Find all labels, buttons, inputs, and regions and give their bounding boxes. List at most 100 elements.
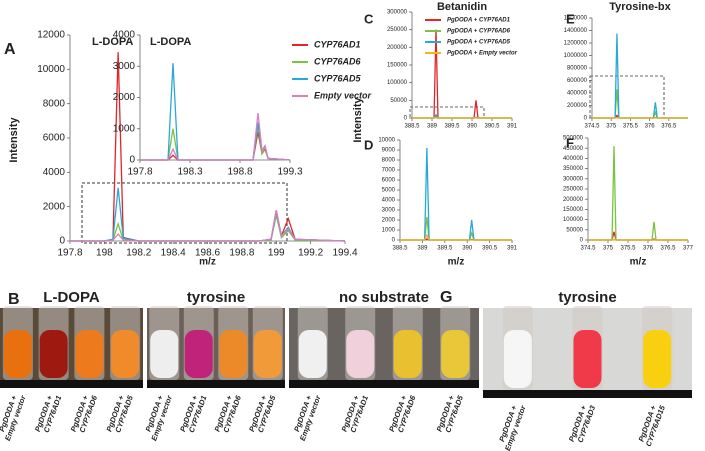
annotation: L-DOPA xyxy=(150,36,191,48)
x-tick-label: 198 xyxy=(96,248,113,259)
y-tick-label: 6000 xyxy=(43,133,66,144)
series-line xyxy=(400,233,512,241)
panel-label: E xyxy=(566,11,575,26)
series-line xyxy=(140,63,291,161)
legend-label: CYP76AD1 xyxy=(314,39,361,49)
series-line xyxy=(592,89,688,119)
tube-liquid xyxy=(393,330,422,378)
legend-label: PgDODA + CYP76AD5 xyxy=(447,40,511,46)
y-tick-label: 6000 xyxy=(382,178,396,184)
y-tick-label: 0 xyxy=(59,236,65,247)
y-tick-label: 2000 xyxy=(113,92,136,103)
y-tick-label: 4000 xyxy=(43,167,66,178)
annotation: L-DOPA xyxy=(92,36,133,48)
legend-label: PgDODA + Empty vector xyxy=(447,51,518,57)
y-tick-label: 10000 xyxy=(37,64,65,75)
y-tick-label: 8000 xyxy=(382,158,396,164)
y-tick-label: 12000 xyxy=(37,30,65,41)
bench xyxy=(289,380,479,388)
tube-liquid xyxy=(184,330,213,378)
tube-liquid xyxy=(150,330,179,378)
y-axis-label: Intensity xyxy=(8,117,20,163)
y-tick-label: 2000 xyxy=(43,201,66,212)
x-tick-label: 375 xyxy=(606,124,617,130)
y-tick-label: 0 xyxy=(584,116,588,122)
x-tick-label: 390.5 xyxy=(484,124,500,130)
panel-label: D xyxy=(364,137,373,152)
y-tick-label: 1000000 xyxy=(564,53,588,59)
series-line xyxy=(140,113,291,161)
y-tick-label: 3000 xyxy=(382,208,396,214)
tube-liquid xyxy=(253,330,282,378)
chart-title: Betanidin xyxy=(437,1,487,13)
x-axis-label: m/z xyxy=(630,257,647,268)
y-tick-label: 600000 xyxy=(567,78,588,84)
x-tick-label: 376.5 xyxy=(661,124,677,130)
x-tick-label: 199.3 xyxy=(277,167,302,178)
x-tick-label: 390.5 xyxy=(482,246,498,252)
x-tick-label: 376 xyxy=(645,124,656,130)
x-tick-label: 197.8 xyxy=(57,248,82,259)
x-tick-label: 374.5 xyxy=(580,246,596,252)
y-tick-label: 0 xyxy=(580,238,584,244)
x-tick-label: 199 xyxy=(268,248,285,259)
legend-label: CYP76AD5 xyxy=(314,73,362,83)
x-tick-label: 389 xyxy=(427,124,438,130)
y-tick-label: 300000 xyxy=(563,176,584,182)
tube-liquid xyxy=(39,330,68,378)
zoom-box xyxy=(409,106,485,119)
x-tick-label: 390 xyxy=(462,246,473,252)
y-tick-label: 8000 xyxy=(43,98,66,109)
y-tick-label: 250000 xyxy=(563,187,584,193)
x-tick-label: 388.5 xyxy=(404,124,420,130)
y-tick-label: 7000 xyxy=(382,168,396,174)
y-tick-label: 100000 xyxy=(387,80,408,86)
y-tick-label: 1400000 xyxy=(564,28,588,34)
tube-liquid xyxy=(3,330,32,378)
y-tick-label: 0 xyxy=(129,155,135,166)
x-tick-label: 375 xyxy=(603,246,614,252)
x-tick-label: 374.5 xyxy=(584,124,600,130)
x-tick-label: 198.3 xyxy=(177,167,202,178)
tube-liquid xyxy=(219,330,248,378)
x-tick-label: 376 xyxy=(643,246,654,252)
x-tick-label: 389 xyxy=(417,246,428,252)
panel-label: G xyxy=(440,289,452,306)
x-tick-label: 391 xyxy=(507,124,518,130)
y-tick-label: 250000 xyxy=(387,27,408,33)
y-tick-label: 50000 xyxy=(566,227,583,233)
y-tick-label: 4000 xyxy=(382,198,396,204)
x-tick-label: 198.2 xyxy=(126,248,151,259)
x-tick-label: 198.4 xyxy=(161,248,186,259)
photo-title: no substrate xyxy=(339,289,429,306)
x-tick-label: 377 xyxy=(683,246,694,252)
legend-label: CYP76AD6 xyxy=(314,56,362,66)
tube-liquid xyxy=(643,330,672,388)
chart-title: Tyrosine-bx xyxy=(609,1,671,13)
y-tick-label: 200000 xyxy=(567,103,588,109)
zoom-box xyxy=(589,75,665,119)
tube-liquid xyxy=(503,330,532,388)
y-tick-label: 0 xyxy=(392,238,396,244)
x-axis-label: m/z xyxy=(448,257,465,268)
photo-title: L-DOPA xyxy=(43,289,100,306)
x-tick-label: 198.8 xyxy=(227,167,252,178)
y-tick-label: 150000 xyxy=(563,207,584,213)
series-line xyxy=(400,147,512,241)
y-tick-label: 300000 xyxy=(387,10,408,16)
tube-liquid xyxy=(298,330,327,378)
x-tick-label: 390 xyxy=(467,124,478,130)
panel-label: F xyxy=(566,135,574,150)
tube-liquid xyxy=(111,330,140,378)
x-tick-label: 198.6 xyxy=(195,248,220,259)
x-tick-label: 197.8 xyxy=(127,167,152,178)
x-tick-label: 375.5 xyxy=(620,246,636,252)
x-tick-label: 376.5 xyxy=(660,246,676,252)
y-tick-label: 150000 xyxy=(387,63,408,69)
panel-label: A xyxy=(4,41,16,58)
tube-liquid xyxy=(573,330,602,388)
zoom-box xyxy=(81,182,288,244)
series-line xyxy=(588,231,688,241)
y-tick-label: 200000 xyxy=(387,45,408,51)
